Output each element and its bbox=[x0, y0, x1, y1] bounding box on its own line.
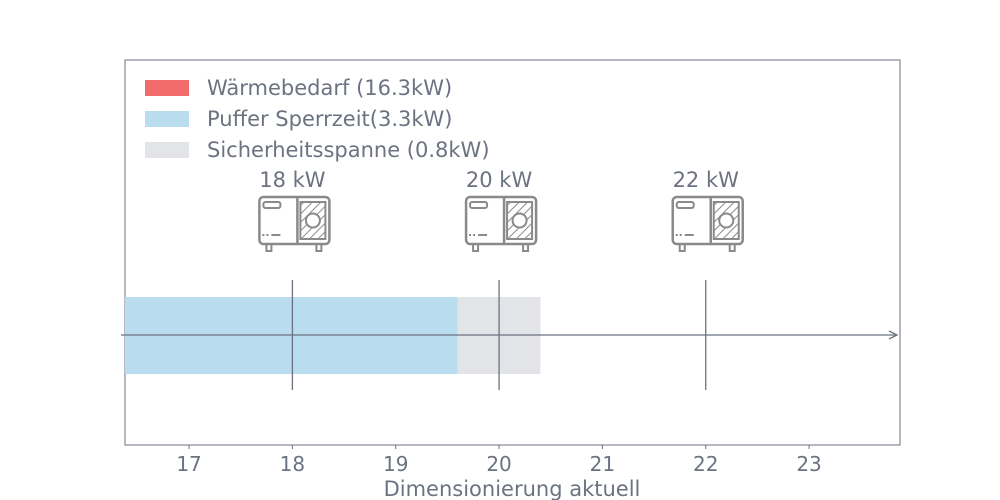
icon-body bbox=[464, 195, 538, 246]
x-axis-label: Dimensionierung aktuell bbox=[384, 477, 641, 500]
icon-fan bbox=[718, 212, 735, 229]
heat-pump-label-3: 22 kW bbox=[673, 168, 740, 192]
icon-grille bbox=[299, 201, 327, 240]
icon-foot-right bbox=[522, 243, 530, 252]
icon-foot-right bbox=[315, 243, 323, 252]
icon-foot-left bbox=[678, 243, 686, 252]
legend-label-1: Wärmebedarf (16.3kW) bbox=[207, 76, 452, 100]
legend-swatch-3 bbox=[145, 142, 189, 158]
icon-body bbox=[671, 195, 744, 246]
legend-label-2: Puffer Sperrzeit(3.3kW) bbox=[207, 107, 453, 131]
icon-display bbox=[262, 201, 282, 209]
x-tick-label-22: 22 bbox=[693, 452, 718, 476]
icon-foot-left bbox=[472, 243, 480, 252]
axis-layer bbox=[121, 330, 899, 340]
icon-display bbox=[675, 201, 695, 209]
heat-pump-layer: 18 kW 20 kW 22 kW bbox=[258, 168, 744, 390]
heat-pump-outdoor-unit-icon bbox=[464, 195, 538, 252]
x-ticks: 17 18 19 20 21 22 23 bbox=[176, 445, 822, 476]
icon-foot-right bbox=[728, 243, 736, 252]
arrow-head-icon bbox=[888, 330, 899, 340]
x-tick-label-18: 18 bbox=[280, 452, 305, 476]
icon-body bbox=[258, 195, 331, 246]
x-tick-label-19: 19 bbox=[383, 452, 408, 476]
heat-pump-label-1: 18 kW bbox=[259, 168, 326, 192]
legend: Wärmebedarf (16.3kW) Puffer Sperrzeit(3.3… bbox=[145, 76, 490, 162]
icon-display bbox=[469, 201, 489, 209]
legend-label-3: Sicherheitsspanne (0.8kW) bbox=[207, 138, 490, 162]
legend-swatch-2 bbox=[145, 111, 189, 127]
icon-fan bbox=[511, 212, 528, 229]
x-tick-label-17: 17 bbox=[176, 452, 201, 476]
legend-swatch-1 bbox=[145, 80, 189, 96]
plot-frame bbox=[124, 59, 901, 446]
x-tick-label-20: 20 bbox=[486, 452, 511, 476]
icon-foot-left bbox=[265, 243, 273, 252]
x-tick-label-23: 23 bbox=[796, 452, 821, 476]
heat-pump-outdoor-unit-icon bbox=[258, 195, 331, 252]
heat-pump-label-2: 20 kW bbox=[466, 168, 533, 192]
icon-fan bbox=[304, 212, 321, 229]
x-tick-label-21: 21 bbox=[590, 452, 615, 476]
heat-pump-outdoor-unit-icon bbox=[671, 195, 744, 252]
bar-segment-1 bbox=[0, 297, 117, 374]
